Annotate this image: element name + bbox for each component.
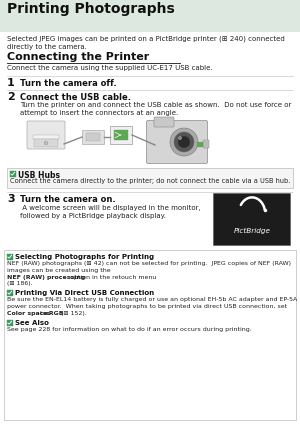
Text: (⊞ 152).: (⊞ 152).	[59, 311, 87, 316]
Text: to: to	[38, 311, 48, 316]
FancyBboxPatch shape	[86, 133, 100, 141]
Circle shape	[178, 136, 182, 140]
Circle shape	[44, 141, 48, 145]
FancyBboxPatch shape	[10, 171, 16, 176]
Text: Selected JPEG images can be printed on a PictBridge printer (⊞ 240) connected
di: Selected JPEG images can be printed on a…	[7, 35, 285, 49]
FancyBboxPatch shape	[197, 142, 203, 147]
Text: See Also: See Also	[15, 320, 49, 326]
Text: 1: 1	[7, 78, 15, 88]
Text: Color space: Color space	[7, 311, 48, 316]
FancyBboxPatch shape	[4, 250, 296, 420]
Text: Printing Via Direct USB Connection: Printing Via Direct USB Connection	[15, 290, 154, 296]
Text: Connect the USB cable.: Connect the USB cable.	[20, 93, 131, 102]
FancyBboxPatch shape	[7, 290, 13, 295]
Text: PictBridge: PictBridge	[233, 228, 271, 234]
Text: 3: 3	[7, 194, 15, 204]
Text: 2: 2	[7, 92, 15, 102]
Text: Connecting the Printer: Connecting the Printer	[7, 52, 149, 62]
Text: (⊞ 186).: (⊞ 186).	[7, 281, 33, 286]
Circle shape	[178, 136, 190, 148]
FancyBboxPatch shape	[110, 126, 132, 144]
FancyBboxPatch shape	[27, 121, 65, 149]
FancyBboxPatch shape	[154, 117, 174, 127]
FancyBboxPatch shape	[7, 320, 13, 326]
FancyBboxPatch shape	[114, 130, 128, 140]
FancyBboxPatch shape	[34, 139, 58, 147]
FancyBboxPatch shape	[203, 140, 209, 148]
Text: Selecting Photographs for Printing: Selecting Photographs for Printing	[15, 254, 154, 260]
Text: Turn the camera off.: Turn the camera off.	[20, 79, 117, 88]
Text: Turn the printer on and connect the USB cable as shown.  Do not use force or
att: Turn the printer on and connect the USB …	[20, 102, 291, 116]
Text: NEF (RAW) processing: NEF (RAW) processing	[7, 275, 85, 280]
FancyBboxPatch shape	[0, 0, 300, 32]
Text: option in the retouch menu: option in the retouch menu	[68, 275, 156, 280]
Text: A welcome screen will be displayed in the monitor,
followed by a PictBridge play: A welcome screen will be displayed in th…	[20, 205, 201, 219]
Text: See page 228 for information on what to do if an error occurs during printing.: See page 228 for information on what to …	[7, 327, 252, 332]
Text: Be sure the EN-EL14 battery is fully charged or use an optional EH-5b AC adapter: Be sure the EN-EL14 battery is fully cha…	[7, 297, 297, 309]
Text: Turn the camera on.: Turn the camera on.	[20, 195, 116, 204]
FancyBboxPatch shape	[7, 168, 293, 188]
FancyBboxPatch shape	[146, 121, 208, 164]
FancyBboxPatch shape	[33, 135, 59, 139]
Text: sRGB: sRGB	[46, 311, 64, 316]
Text: Connect the camera using the supplied UC-E17 USB cable.: Connect the camera using the supplied UC…	[7, 65, 213, 71]
Text: Printing Photographs: Printing Photographs	[7, 2, 175, 16]
Text: Connect the camera directly to the printer; do not connect the cable via a USB h: Connect the camera directly to the print…	[10, 178, 290, 184]
Circle shape	[170, 128, 198, 156]
FancyBboxPatch shape	[82, 130, 104, 144]
Text: NEF (RAW) photographs (⊞ 42) can not be selected for printing.  JPEG copies of N: NEF (RAW) photographs (⊞ 42) can not be …	[7, 261, 291, 272]
FancyBboxPatch shape	[7, 254, 13, 260]
FancyBboxPatch shape	[213, 193, 290, 245]
Circle shape	[174, 132, 194, 152]
Text: USB Hubs: USB Hubs	[18, 171, 60, 180]
